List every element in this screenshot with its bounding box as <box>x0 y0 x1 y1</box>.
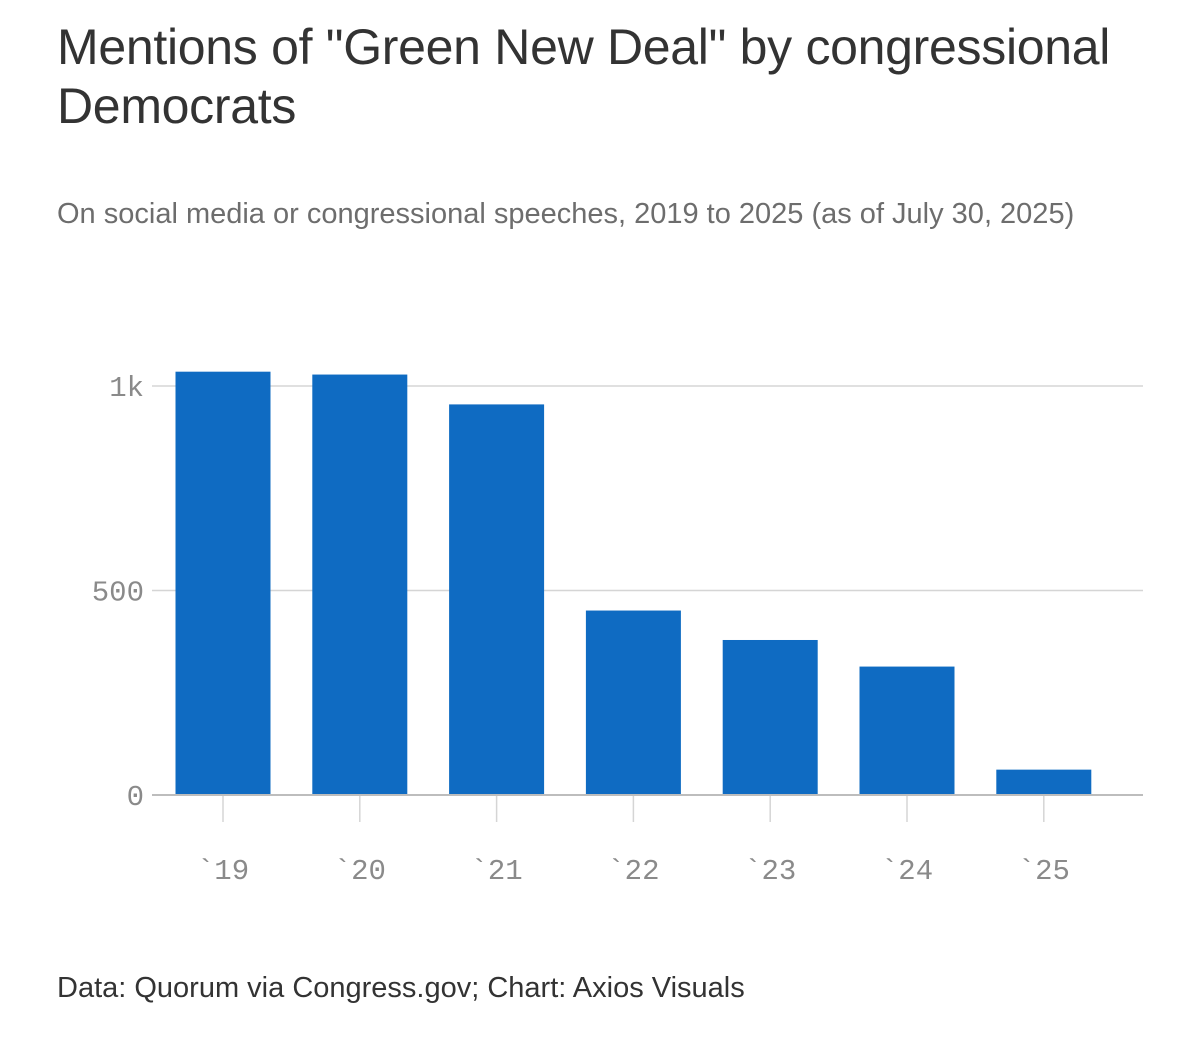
bar <box>859 666 955 795</box>
source-note: Data: Quorum via Congress.gov; Chart: Ax… <box>57 972 745 1004</box>
y-axis-labels: 0 500 1k <box>92 372 144 814</box>
x-tick-label: `22 <box>607 855 659 888</box>
x-tick-label: `24 <box>881 855 933 888</box>
y-tick-label: 0 <box>127 781 144 814</box>
bar <box>449 404 545 795</box>
bar <box>175 371 271 795</box>
bar <box>722 639 818 795</box>
x-tick-label: `21 <box>470 855 522 888</box>
x-axis-labels: `19 `20 `21 `22 `23 `24 `25 <box>197 855 1070 888</box>
x-tick-label: `19 <box>197 855 249 888</box>
x-tick-label: `23 <box>744 855 796 888</box>
gridlines <box>152 385 1143 592</box>
bar <box>312 374 408 795</box>
x-axis-ticks <box>222 795 1045 822</box>
y-tick-label: 1k <box>109 372 144 405</box>
x-tick-label: `20 <box>334 855 386 888</box>
bars <box>175 371 1092 795</box>
bar <box>585 610 681 795</box>
x-tick-label: `25 <box>1018 855 1070 888</box>
chart-subtitle: On social media or congressional speeche… <box>57 198 1075 230</box>
y-tick-label: 500 <box>92 577 144 610</box>
bar <box>996 769 1092 795</box>
chart-title: Mentions of "Green New Deal" by congress… <box>57 19 1111 134</box>
